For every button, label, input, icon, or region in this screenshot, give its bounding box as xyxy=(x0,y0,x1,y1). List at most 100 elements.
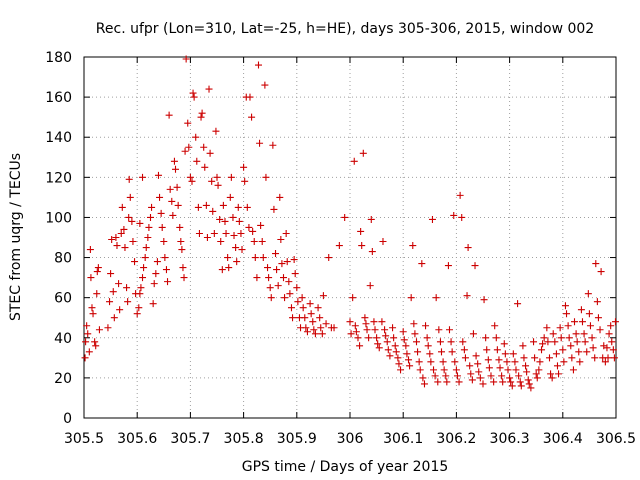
data-point xyxy=(177,238,185,246)
data-point xyxy=(375,344,383,352)
data-point xyxy=(221,217,229,225)
data-point xyxy=(561,302,569,310)
data-point xyxy=(269,141,277,149)
data-point xyxy=(272,250,280,258)
data-point xyxy=(584,290,592,298)
y-tick-labels: 0 20 40 60 80 100 120 140 160 180 xyxy=(45,50,72,427)
data-point xyxy=(607,322,615,330)
data-point xyxy=(88,304,96,312)
data-point xyxy=(245,223,253,231)
data-point xyxy=(515,372,523,380)
x-tick-label: 306.5 xyxy=(596,431,636,447)
data-point xyxy=(370,318,378,326)
data-point xyxy=(319,292,327,300)
data-point xyxy=(491,322,499,330)
data-point xyxy=(209,207,217,215)
data-point xyxy=(110,314,118,322)
data-point xyxy=(546,354,553,362)
data-point xyxy=(413,338,420,346)
data-point xyxy=(539,340,547,348)
data-point xyxy=(286,290,294,298)
data-point xyxy=(456,191,464,199)
data-point xyxy=(466,362,474,370)
data-point xyxy=(157,209,165,217)
data-point xyxy=(517,382,525,390)
data-point xyxy=(523,368,531,376)
y-tick-label: 100 xyxy=(45,210,72,226)
data-point xyxy=(182,55,190,63)
y-tick-label: 140 xyxy=(45,130,72,146)
data-point xyxy=(142,244,150,252)
data-point xyxy=(274,282,282,290)
data-point xyxy=(184,119,192,127)
data-point xyxy=(442,372,450,380)
data-point xyxy=(352,328,360,336)
data-point xyxy=(203,234,211,241)
data-point xyxy=(347,330,355,338)
data-point xyxy=(86,246,94,254)
data-point xyxy=(498,372,506,380)
data-point xyxy=(499,378,507,386)
data-point xyxy=(533,374,541,382)
data-point xyxy=(609,346,617,354)
data-point xyxy=(551,338,559,346)
data-point xyxy=(384,346,392,354)
data-point xyxy=(424,342,432,350)
data-point xyxy=(597,268,605,276)
data-point xyxy=(176,223,184,231)
data-point xyxy=(200,143,208,151)
data-point xyxy=(455,378,463,386)
y-tick-label: 160 xyxy=(45,90,72,106)
data-point xyxy=(420,380,428,388)
data-point xyxy=(436,338,444,346)
data-point xyxy=(536,358,544,366)
data-point xyxy=(588,334,596,342)
data-point xyxy=(426,350,434,358)
data-point xyxy=(397,366,405,374)
data-point xyxy=(592,260,600,268)
data-point xyxy=(578,318,586,326)
data-point xyxy=(415,358,423,366)
data-point xyxy=(262,173,270,181)
data-point xyxy=(249,227,257,235)
data-point xyxy=(501,350,509,358)
data-point xyxy=(201,163,209,171)
data-point xyxy=(303,328,311,336)
data-point xyxy=(216,215,224,223)
data-point xyxy=(468,376,476,384)
x-tick-label: 306.4 xyxy=(543,431,583,447)
data-point xyxy=(356,342,364,350)
data-point xyxy=(150,280,158,288)
y-tick-label: 0 xyxy=(63,411,72,427)
x-tick-label: 305.6 xyxy=(117,431,157,447)
data-point xyxy=(257,221,265,229)
data-point xyxy=(418,260,426,268)
data-point xyxy=(354,334,362,342)
data-point xyxy=(568,354,576,362)
data-point xyxy=(240,163,248,171)
data-point xyxy=(487,372,495,380)
data-point xyxy=(484,356,492,364)
data-point xyxy=(358,242,366,250)
chart-title: Rec. ufpr (Lon=310, Lat=-25, h=HE), days… xyxy=(96,21,594,37)
data-point xyxy=(435,326,443,334)
data-point xyxy=(235,217,243,225)
data-point xyxy=(206,149,214,157)
x-tick-labels: 305.5 305.6 305.7 305.8 305.9 306 306.1 306.2 30… xyxy=(64,431,636,447)
data-point xyxy=(212,127,220,135)
data-point xyxy=(115,280,123,288)
data-point xyxy=(95,326,103,334)
data-point xyxy=(549,330,557,338)
data-point xyxy=(581,338,589,346)
data-point xyxy=(341,213,349,221)
y-tick-label: 40 xyxy=(54,331,72,347)
data-point xyxy=(118,203,126,211)
data-point xyxy=(444,262,452,270)
data-point xyxy=(608,338,616,346)
data-point xyxy=(147,213,154,221)
data-point xyxy=(419,374,427,382)
x-tick-label: 305.9 xyxy=(277,431,317,447)
data-point xyxy=(577,306,585,314)
data-point xyxy=(92,342,100,350)
data-point xyxy=(82,338,90,346)
